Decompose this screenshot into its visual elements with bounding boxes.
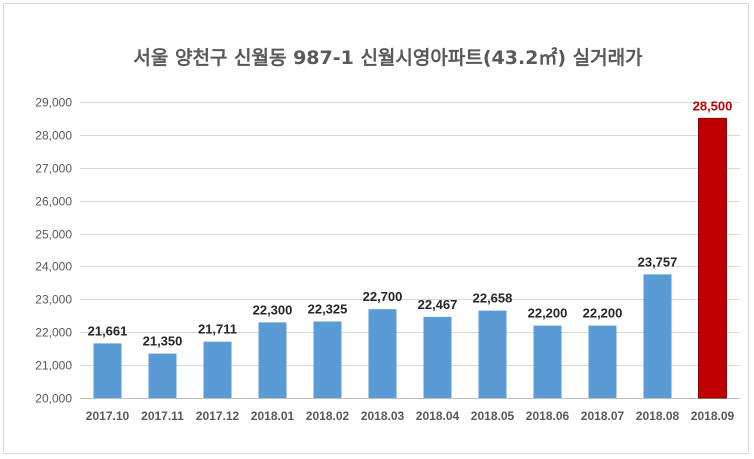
y-tick-label: 27,000 <box>35 162 72 176</box>
x-tick-label-2017.12: 2017.12 <box>196 409 240 423</box>
y-tick-label: 22,000 <box>35 326 72 340</box>
y-tick-label: 25,000 <box>35 228 72 242</box>
bar-2018.02 <box>313 321 342 398</box>
bar-2018.05 <box>478 310 507 398</box>
y-tick-label: 29,000 <box>35 96 72 110</box>
x-axis-ticks: 2017.10 2017.11 2017.12 2018.01 2018.02 2018.… <box>86 409 735 423</box>
y-tick-label: 23,000 <box>35 293 72 307</box>
data-label-2018.05: 22,658 <box>473 291 513 306</box>
x-tick-label-2018.01: 2018.01 <box>251 409 295 423</box>
bar-2018.07 <box>588 325 617 398</box>
data-label-2017.11: 21,350 <box>143 334 183 349</box>
bar-2018.04 <box>423 316 452 398</box>
bar-2018.06 <box>533 325 562 398</box>
x-tick-label-2018.08: 2018.08 <box>636 409 680 423</box>
y-tick-label: 21,000 <box>35 359 72 373</box>
x-tick-label-2018.06: 2018.06 <box>526 409 570 423</box>
data-label-2017.12: 21,711 <box>198 322 237 337</box>
bar-2017.12 <box>203 341 232 398</box>
y-tick-label: 26,000 <box>35 195 72 209</box>
x-tick-label-2018.09: 2018.09 <box>691 409 735 423</box>
data-label-2018.02: 22,325 <box>308 302 348 317</box>
data-label-2018.08: 23,757 <box>638 254 678 269</box>
bar-2018.01 <box>258 322 287 398</box>
x-tick-label-2018.03: 2018.03 <box>361 409 405 423</box>
data-label-2018.09: 28,500 <box>693 98 733 113</box>
y-axis-ticks: 20,000 21,000 22,000 23,000 24,000 25,000 26,0… <box>35 96 72 406</box>
x-tick-label-2018.04: 2018.04 <box>416 409 460 423</box>
x-tick-label-2018.05: 2018.05 <box>471 409 515 423</box>
bar-2018.08 <box>643 274 672 398</box>
x-tick-label-2017.10: 2017.10 <box>86 409 130 423</box>
bar-2018.09 <box>698 117 727 399</box>
data-label-2018.06: 22,200 <box>528 306 568 321</box>
chart-title: 서울 양천구 신월동 987-1 신월시영아파트(43.2㎡) 실거래가 <box>133 46 643 69</box>
x-tick-label-2018.02: 2018.02 <box>306 409 350 423</box>
y-tick-label: 28,000 <box>35 129 72 143</box>
bar-2017.11 <box>148 353 177 398</box>
data-label-2018.07: 22,200 <box>583 306 623 321</box>
bar-2017.10 <box>93 343 122 398</box>
data-label-2018.04: 22,467 <box>418 297 458 312</box>
y-tick-label: 20,000 <box>35 392 72 406</box>
data-label-2018.03: 22,700 <box>363 289 403 304</box>
bars <box>93 117 727 399</box>
gridlines <box>80 102 740 399</box>
data-labels: 21,661 21,350 21,711 22,300 22,325 22,700 22,4… <box>88 98 733 348</box>
bar-2018.03 <box>368 309 397 398</box>
y-tick-label: 24,000 <box>35 260 72 274</box>
data-label-2017.10: 21,661 <box>88 323 128 338</box>
x-tick-label-2017.11: 2017.11 <box>141 409 184 423</box>
data-label-2018.01: 22,300 <box>253 302 293 317</box>
x-tick-label-2018.07: 2018.07 <box>581 409 625 423</box>
